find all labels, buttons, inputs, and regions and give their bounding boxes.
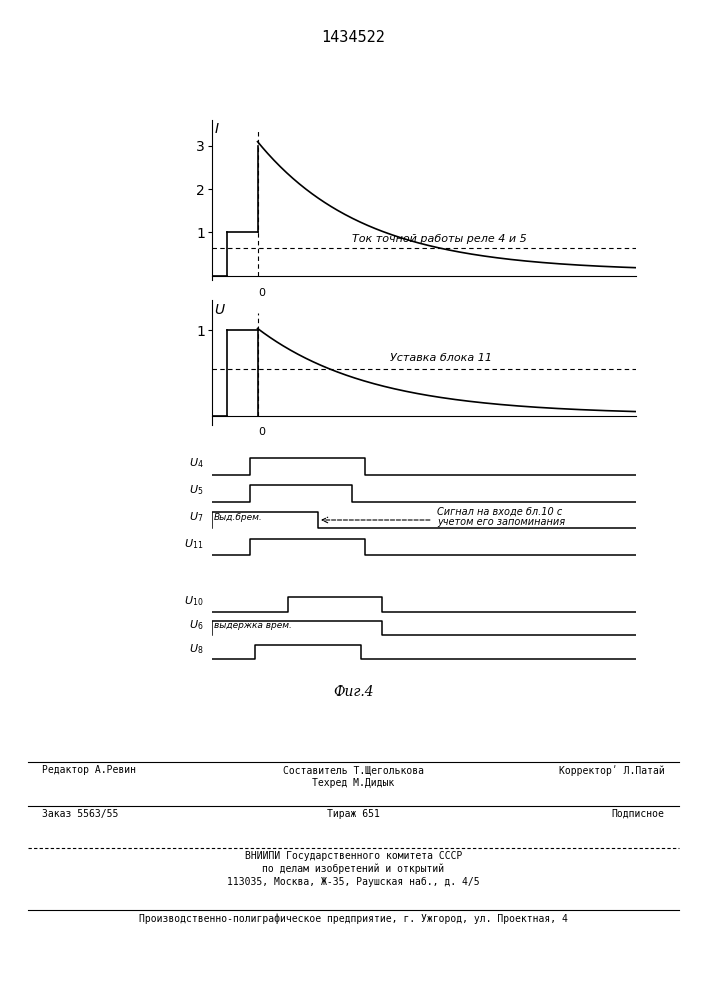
Text: 0: 0: [258, 288, 265, 298]
Text: ВНИИПИ Государственного комитета СССР: ВНИИПИ Государственного комитета СССР: [245, 851, 462, 861]
Text: 1434522: 1434522: [322, 30, 385, 45]
Text: $U_5$: $U_5$: [189, 483, 204, 497]
Text: Ток точной работы реле 4 и 5: Ток точной работы реле 4 и 5: [352, 234, 527, 244]
Text: Редактор А.Ревин: Редактор А.Ревин: [42, 765, 136, 775]
Text: Уставка блока 11: Уставка блока 11: [390, 353, 492, 363]
Text: Выд.брем.: Выд.брем.: [214, 513, 263, 522]
Text: $U_{10}$: $U_{10}$: [184, 594, 204, 608]
Text: $U$: $U$: [214, 303, 226, 317]
Text: $U_8$: $U_8$: [189, 642, 204, 656]
Text: Составитель Т.Щеголькова: Составитель Т.Щеголькова: [283, 765, 424, 775]
Text: Заказ 5563/55: Заказ 5563/55: [42, 809, 119, 819]
Text: учетом его запоминания: учетом его запоминания: [437, 517, 565, 527]
Text: выдержка врем.: выдержка врем.: [214, 621, 292, 630]
Text: по делам изобретений и открытий: по делам изобретений и открытий: [262, 864, 445, 874]
Text: $U_4$: $U_4$: [189, 456, 204, 470]
Text: $I$: $I$: [214, 122, 220, 136]
Text: $U_6$: $U_6$: [189, 618, 204, 632]
Text: Фиг.4: Фиг.4: [333, 685, 374, 699]
Text: Производственно-полиграфическое предприятие, г. Ужгород, ул. Проектная, 4: Производственно-полиграфическое предприя…: [139, 913, 568, 924]
Text: $U_{11}$: $U_{11}$: [185, 537, 204, 551]
Text: 0: 0: [258, 427, 265, 437]
Text: Подписное: Подписное: [612, 809, 665, 819]
Text: Тираж 651: Тираж 651: [327, 809, 380, 819]
Text: Техред М.Дидык: Техред М.Дидык: [312, 778, 395, 788]
Text: 113035, Москва, Ж-35, Раушская наб., д. 4/5: 113035, Москва, Ж-35, Раушская наб., д. …: [227, 877, 480, 887]
Text: Сигнал на входе бл.10 с: Сигнал на входе бл.10 с: [437, 507, 562, 517]
Text: Корректорʹ Л.Патай: Корректорʹ Л.Патай: [559, 765, 665, 776]
Text: $U_7$: $U_7$: [189, 510, 204, 524]
